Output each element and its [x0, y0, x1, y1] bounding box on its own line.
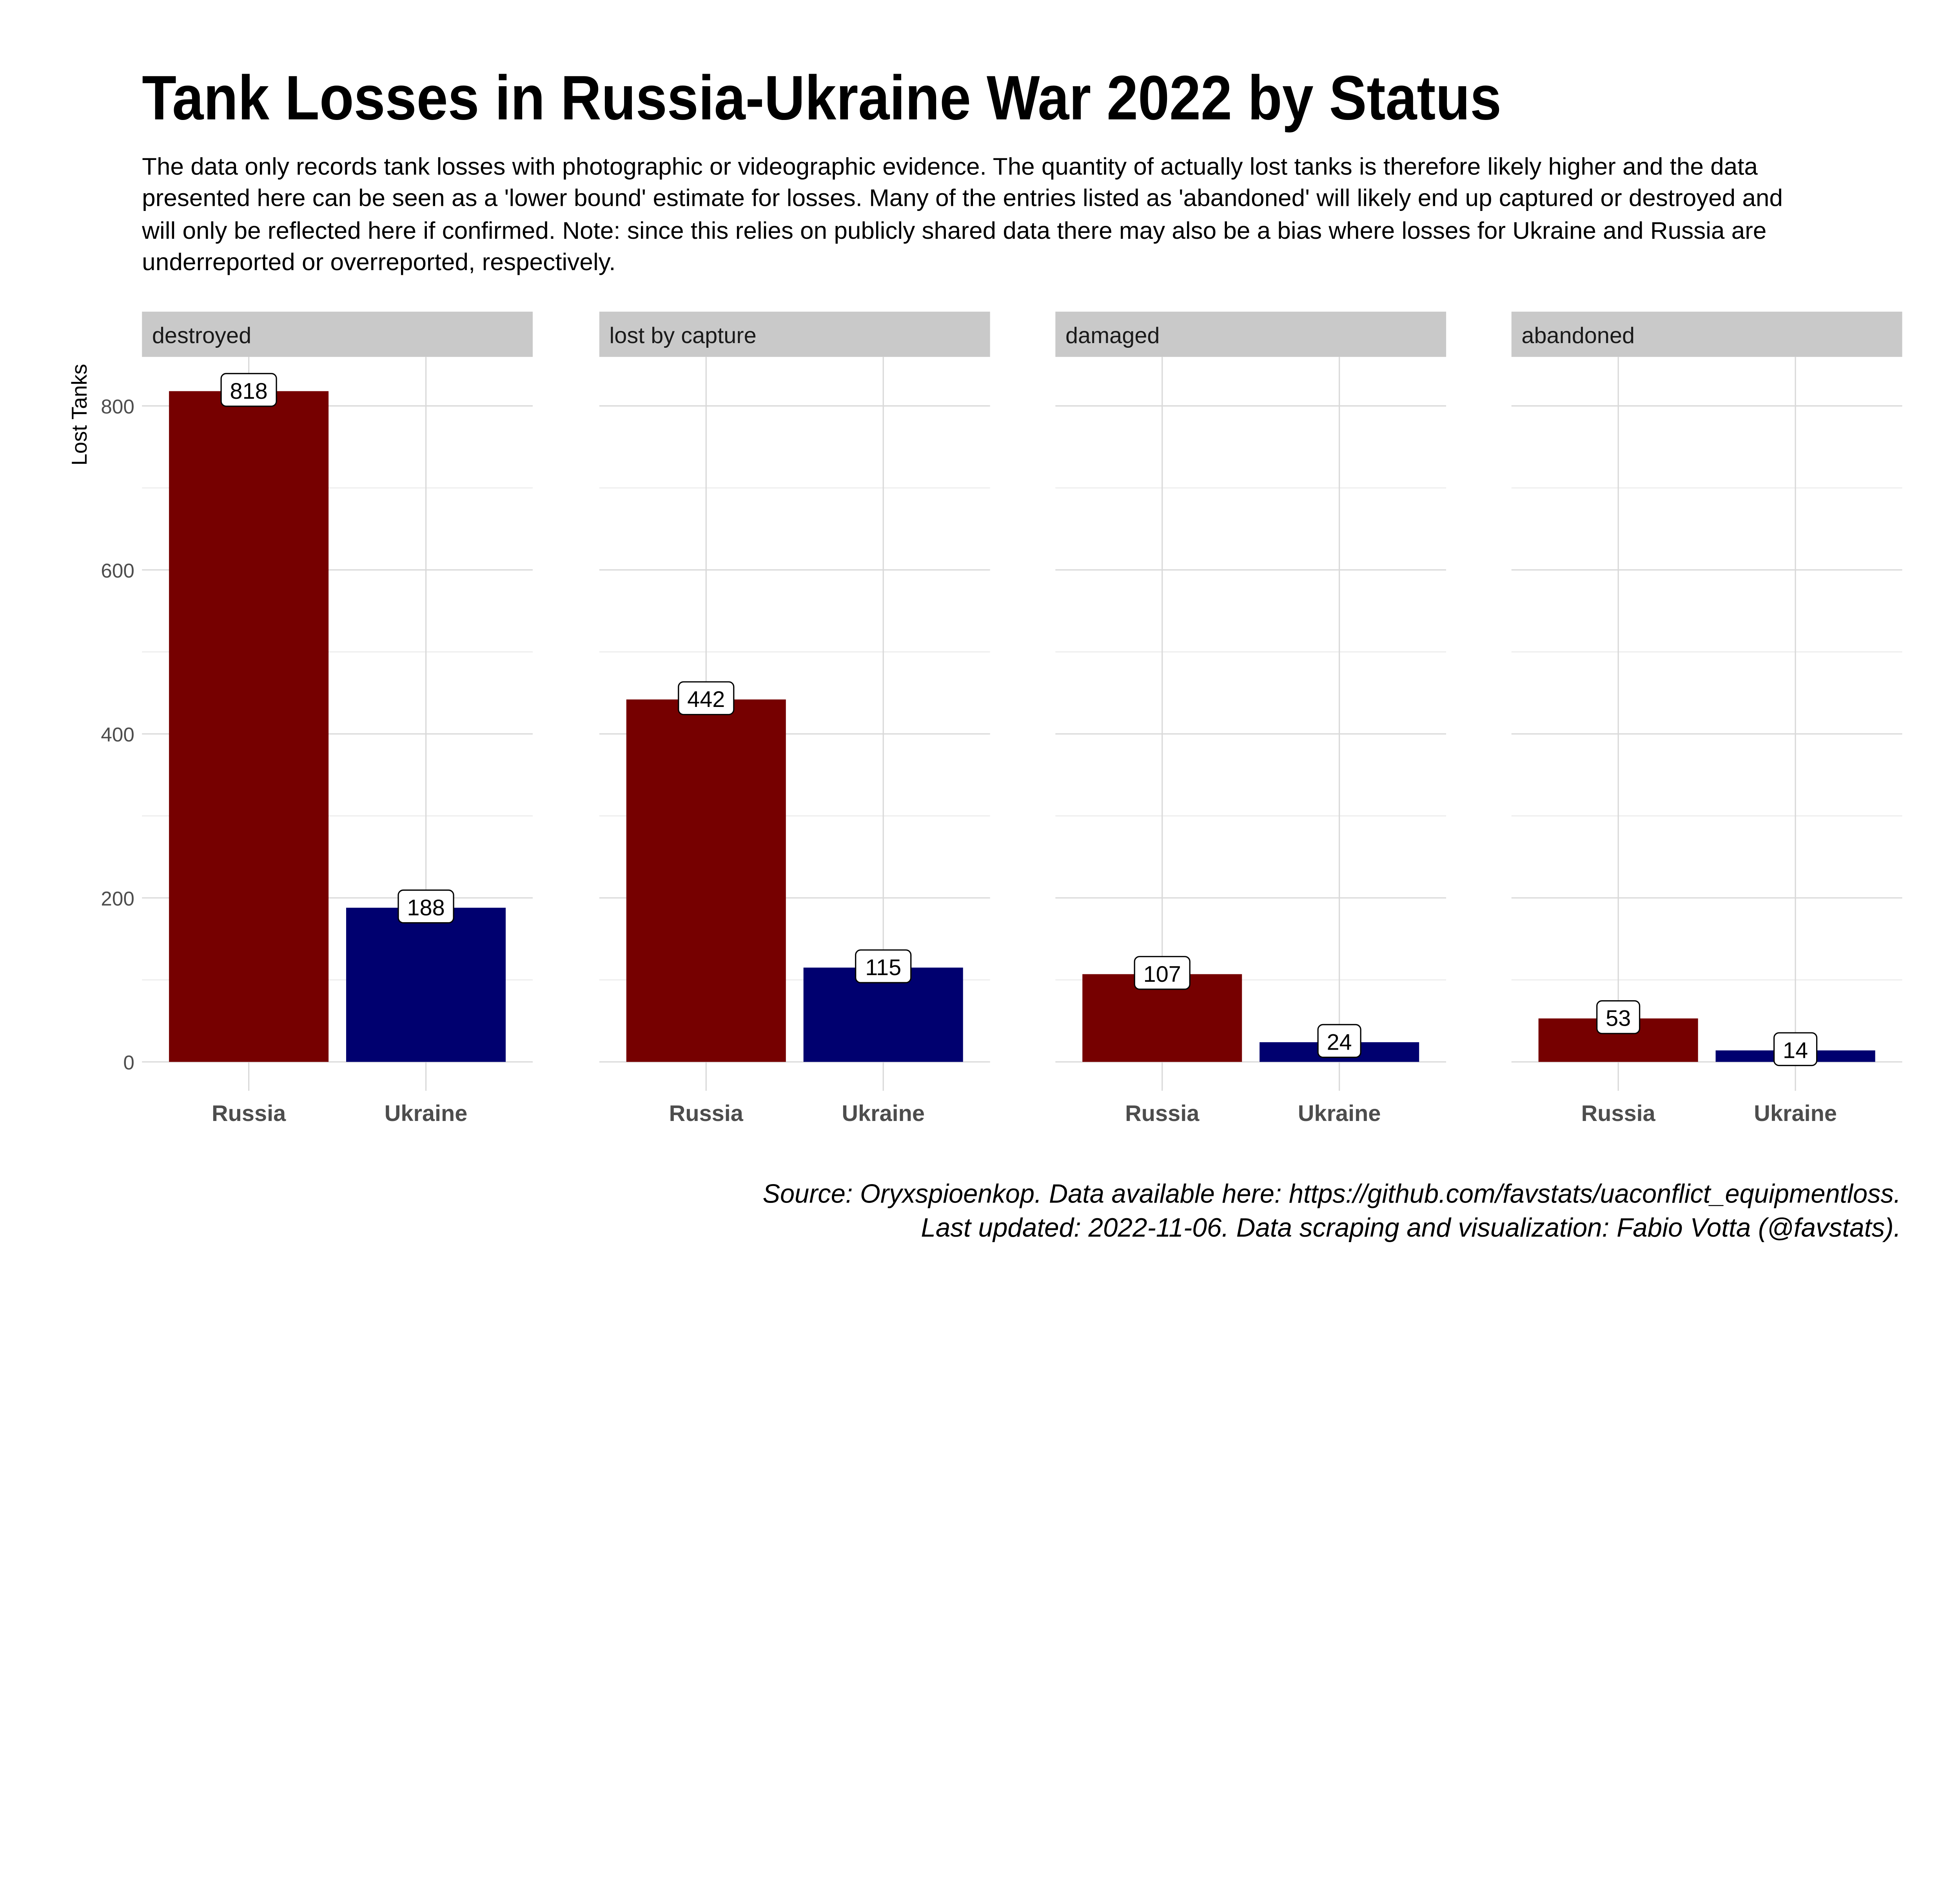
bar-ukraine	[346, 908, 506, 1062]
bar-russia	[626, 699, 786, 1062]
data-label: 442	[687, 687, 725, 712]
data-label: 188	[407, 895, 445, 920]
y-tick-label: 0	[123, 1052, 134, 1074]
subtitle-line: The data only records tank losses with p…	[142, 153, 1758, 180]
data-label-box	[855, 949, 912, 983]
x-tick-label: Ukraine	[842, 1101, 925, 1126]
data-label-box	[397, 889, 454, 924]
data-label-box	[220, 373, 277, 407]
data-label: 24	[1327, 1030, 1352, 1055]
chart: Tank Losses in Russia-Ukraine War 2022 b…	[67, 62, 1902, 1243]
facet-strip	[599, 311, 990, 357]
y-tick-label: 800	[101, 395, 134, 418]
data-label-box	[1317, 1024, 1361, 1058]
bar-russia	[169, 391, 329, 1062]
data-label: 107	[1143, 962, 1181, 987]
caption-line: Last updated: 2022-11-06. Data scraping …	[921, 1213, 1901, 1243]
x-tick-label: Ukraine	[385, 1101, 468, 1126]
data-label-box	[1773, 1032, 1818, 1066]
data-label-box	[1134, 956, 1191, 990]
data-label-box	[678, 681, 735, 716]
facet-strip-label: damaged	[1065, 323, 1160, 348]
data-label-box	[1596, 1000, 1641, 1034]
y-axis-label: Lost Tanks	[67, 364, 91, 465]
x-tick-label: Russia	[212, 1101, 286, 1126]
y-tick-label: 200	[101, 887, 134, 910]
x-tick-label: Ukraine	[1754, 1101, 1837, 1126]
facet-strip	[1055, 311, 1446, 357]
subtitle-line: will only be reflected here if confirmed…	[142, 217, 1766, 244]
bar-ukraine	[803, 967, 963, 1062]
facet-strip-label: destroyed	[152, 323, 251, 348]
data-label: 53	[1606, 1006, 1631, 1031]
data-label: 14	[1783, 1038, 1808, 1063]
facet-strip-label: abandoned	[1521, 323, 1635, 348]
x-tick-label: Ukraine	[1298, 1101, 1381, 1126]
plot-panels: destroyed 818 Russia 188 Ukraine lost by capt…	[101, 311, 1902, 1126]
x-tick-label: Russia	[1125, 1101, 1200, 1126]
x-tick-label: Russia	[669, 1101, 744, 1126]
caption-line: Source: Oryxspioenkop. Data available he…	[763, 1179, 1901, 1208]
data-label: 818	[230, 379, 267, 404]
x-tick-label: Russia	[1581, 1101, 1656, 1126]
facet-strip	[142, 311, 533, 357]
chart-title: Tank Losses in Russia-Ukraine War 2022 b…	[142, 62, 1501, 133]
y-tick-label: 600	[101, 560, 134, 582]
y-tick-label: 400	[101, 723, 134, 746]
facet-strip-label: lost by capture	[609, 323, 756, 348]
subtitle-line: presented here can be seen as a 'lower b…	[142, 185, 1783, 211]
data-label: 115	[865, 955, 901, 980]
subtitle-line: underreported or overreported, respectiv…	[142, 249, 615, 275]
facet-strip	[1511, 311, 1902, 357]
